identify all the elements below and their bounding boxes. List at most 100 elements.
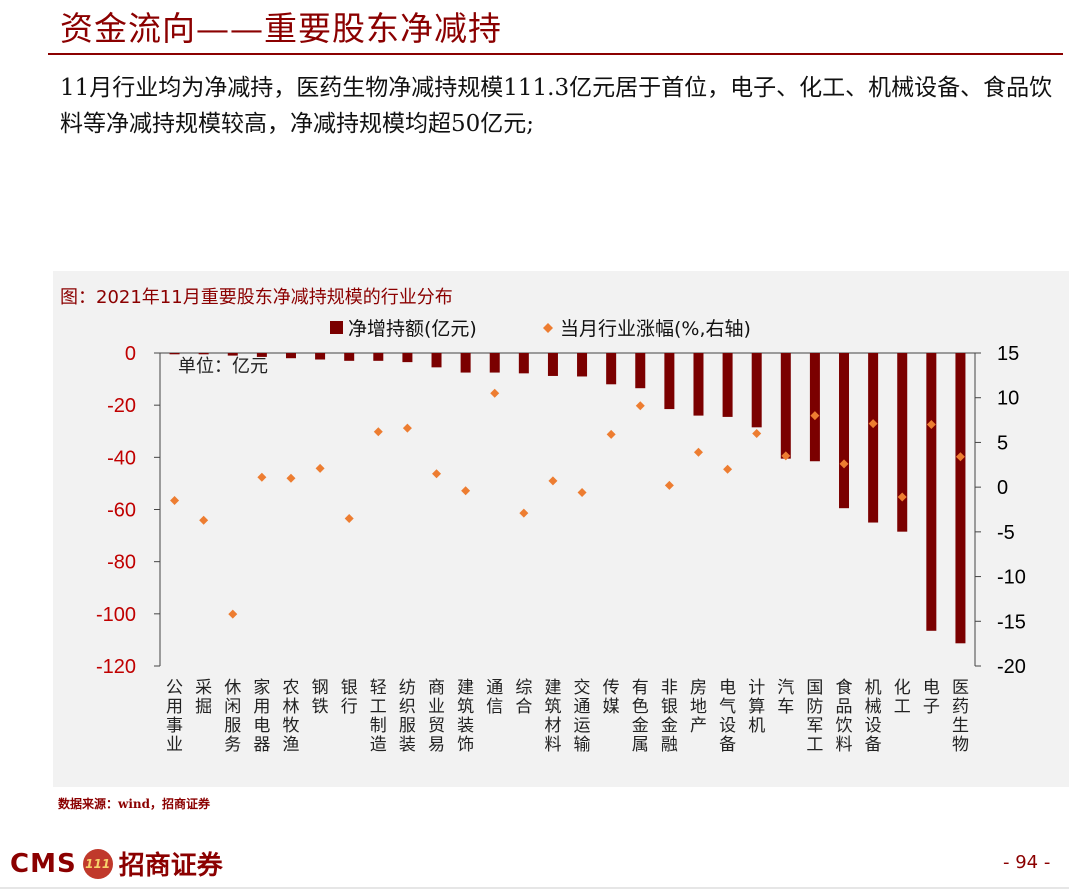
page-title: 资金流向——重要股东净减持 [60, 9, 502, 48]
category-label: 通信 [486, 678, 503, 717]
bar [635, 353, 646, 389]
summary-text: 11月行业均为净减持，医药生物净减持规模111.3亿元居于首位，电子、化工、机械… [60, 75, 1053, 137]
point [955, 452, 965, 462]
category-label: 国防军工 [806, 678, 823, 755]
bar [373, 353, 384, 361]
category-label: 化工 [894, 678, 911, 717]
category-label: 纺织服装 [399, 678, 416, 755]
category-label: 农林牧渔 [282, 678, 299, 755]
category-label: 汽车 [777, 678, 794, 717]
category-label: 医药生物 [952, 678, 969, 755]
point [461, 486, 471, 496]
right-tick-label: 0 [997, 477, 1008, 499]
unit-label: 单位：亿元 [178, 356, 268, 377]
page-number: - 94 - [1003, 852, 1051, 873]
category-label: 电子 [923, 678, 940, 717]
bar-series [169, 353, 966, 644]
logo-badge-icon: 111 [82, 848, 113, 879]
left-tick-label: -40 [107, 447, 136, 469]
point [402, 423, 412, 433]
bar [344, 353, 355, 361]
category-label: 采掘 [195, 678, 212, 717]
point [868, 419, 878, 429]
chart-caption: 图：2021年11月重要股东净减持规模的行业分布 [60, 287, 453, 308]
bar [664, 353, 675, 410]
company-logo: CMS 111 招商证券 [10, 845, 223, 882]
legend-point-swatch [543, 323, 553, 333]
category-label: 计算机 [748, 678, 765, 736]
legend-bar-label: 净增持额(亿元) [348, 318, 477, 340]
bar [955, 353, 966, 644]
bar [518, 353, 529, 374]
bar [897, 353, 908, 532]
bar [489, 353, 500, 373]
bar [431, 353, 442, 368]
bar [198, 353, 209, 355]
right-tick-label: -5 [997, 522, 1015, 544]
point [781, 451, 791, 461]
left-tick-label: -20 [107, 395, 136, 417]
point [606, 429, 616, 439]
point [373, 427, 383, 437]
bar [169, 353, 180, 355]
legend-point-label: 当月行业涨幅(%,右轴) [560, 318, 751, 340]
logo-chinese-name: 招商证券 [118, 851, 223, 881]
legend: 净增持额(亿元) 当月行业涨幅(%,右轴) [330, 318, 751, 340]
right-tick-label: -10 [997, 567, 1026, 589]
category-label: 公用事业 [166, 678, 183, 755]
bar [839, 353, 850, 509]
bar [547, 353, 558, 376]
category-label: 交通运输 [574, 678, 591, 755]
category-label: 银行 [341, 678, 358, 717]
category-label: 钢铁 [312, 678, 329, 717]
bar [315, 353, 326, 360]
point [490, 388, 500, 398]
bar [751, 353, 762, 428]
bar [460, 353, 471, 373]
bar [402, 353, 413, 363]
bar [256, 353, 267, 357]
axes [154, 352, 981, 667]
axis-labels: 0 -20 -40 -60 -80 -100 -120 15 10 5 0 -5 -10 -15 -20 单位… [96, 343, 1026, 755]
right-tick-label: 15 [997, 343, 1019, 365]
data-source: 数据来源：wind，招商证券 [58, 797, 211, 811]
point [839, 459, 849, 469]
point [926, 420, 936, 430]
point [723, 464, 733, 474]
bar [926, 353, 937, 631]
right-tick-label: -15 [997, 611, 1026, 633]
point [752, 428, 762, 438]
title-divider [48, 53, 1063, 55]
point [693, 447, 703, 457]
category-label: 机械设备 [865, 678, 882, 755]
point [635, 401, 645, 411]
category-label: 综合 [515, 678, 532, 717]
point [315, 463, 325, 473]
right-tick-label: 10 [997, 388, 1019, 410]
bar [606, 353, 617, 385]
bar [809, 353, 820, 462]
category-label: 家用电器 [253, 678, 270, 755]
point [432, 469, 442, 479]
bar [868, 353, 879, 523]
category-label: 传媒 [603, 678, 620, 717]
category-label: 非银金融 [661, 678, 678, 755]
bar [577, 353, 588, 377]
left-tick-label: -100 [96, 604, 136, 626]
category-label: 商业贸易 [428, 678, 445, 755]
point [548, 476, 558, 486]
point [664, 480, 674, 490]
legend-bar-swatch [330, 321, 343, 334]
left-tick-label: -80 [107, 552, 136, 574]
scatter-series [170, 388, 965, 619]
right-tick-label: -20 [997, 656, 1026, 678]
category-label: 有色金属 [632, 678, 649, 755]
point [577, 488, 587, 498]
footer-divider [0, 887, 1069, 889]
point [519, 508, 529, 518]
bar [227, 353, 238, 356]
category-label: 轻工制造 [370, 678, 387, 755]
point [344, 513, 354, 523]
right-tick-label: 5 [997, 432, 1008, 454]
